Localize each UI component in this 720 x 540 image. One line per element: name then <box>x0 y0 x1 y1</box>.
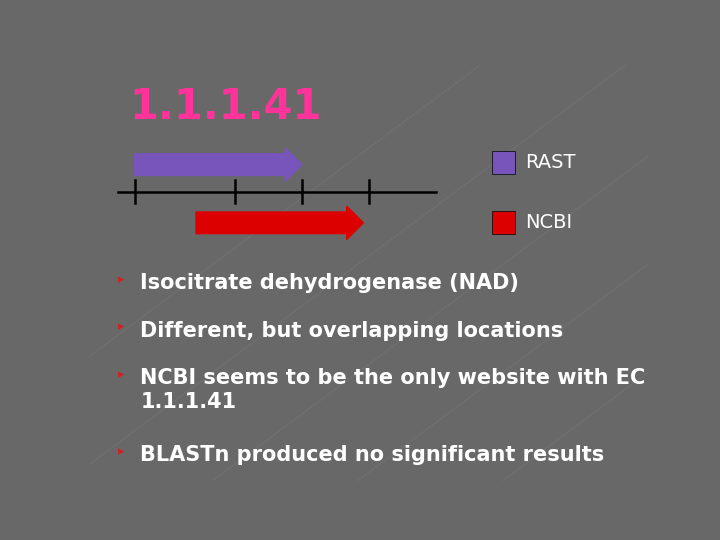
Text: ▸: ▸ <box>118 273 124 286</box>
Text: ▸: ▸ <box>118 321 124 334</box>
Text: RAST: RAST <box>526 153 576 172</box>
FancyArrow shape <box>135 148 302 181</box>
Text: NCBI: NCBI <box>526 213 572 232</box>
Text: Different, but overlapping locations: Different, but overlapping locations <box>140 321 564 341</box>
Text: ▸: ▸ <box>118 368 124 381</box>
FancyArrow shape <box>196 206 364 239</box>
Text: Isocitrate dehydrogenase (NAD): Isocitrate dehydrogenase (NAD) <box>140 273 519 293</box>
Text: ▸: ▸ <box>118 445 124 458</box>
Text: BLASTn produced no significant results: BLASTn produced no significant results <box>140 445 605 465</box>
Bar <box>492 151 516 174</box>
Text: NCBI seems to be the only website with EC
1.1.1.41: NCBI seems to be the only website with E… <box>140 368 645 411</box>
Bar <box>492 211 516 234</box>
Text: 1.1.1.41: 1.1.1.41 <box>129 85 322 127</box>
